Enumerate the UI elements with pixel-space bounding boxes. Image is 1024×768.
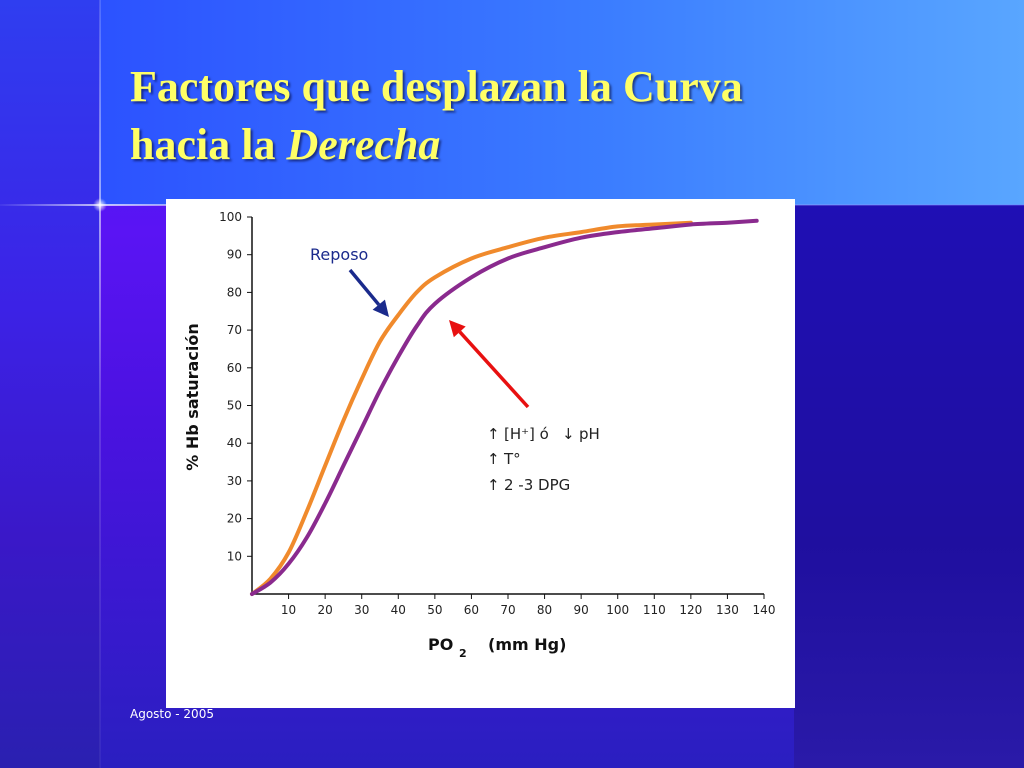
header-band — [100, 0, 1024, 205]
x-tick-label: 80 — [537, 603, 552, 617]
y-ticks: 10 20 30 40 50 60 70 80 90 100 — [219, 210, 252, 563]
left-band — [0, 0, 100, 768]
factor-temperature: ↑ T° — [487, 450, 521, 468]
title-line-2: hacia la Derecha — [130, 116, 930, 174]
title-line-2-prefix: hacia la — [130, 120, 287, 169]
factor-annotations: ↑ [H⁺] ó ↓ pH ↑ T° ↑ 2 -3 DPG — [487, 425, 600, 494]
y-tick-label: 30 — [227, 474, 242, 488]
y-tick-label: 50 — [227, 399, 242, 413]
y-axis-label: % Hb saturación — [183, 323, 202, 470]
title-line-1: Factores que desplazan la Curva — [130, 62, 743, 111]
x-axis-label: PO 2 (mm Hg) — [428, 635, 566, 660]
x-tick-label: 70 — [500, 603, 515, 617]
x-tick-label: 30 — [354, 603, 369, 617]
sparkle-decoration — [93, 198, 107, 212]
x-axis-label-sub: 2 — [459, 647, 467, 660]
slide-title: Factores que desplazan la Curva hacia la… — [130, 58, 930, 174]
shifted-curve — [250, 218, 759, 596]
shift-arrow-shaft — [458, 330, 530, 409]
chart-axes — [251, 217, 764, 595]
factor-dpg-text: 2 -3 DPG — [504, 476, 570, 494]
x-tick-label: 100 — [606, 603, 629, 617]
vertical-divider — [99, 0, 101, 768]
x-tick-label: 60 — [464, 603, 479, 617]
x-tick-label: 110 — [643, 603, 666, 617]
y-tick-label: 90 — [227, 248, 242, 262]
reposo-label: Reposo — [310, 245, 368, 264]
y-tick-label: 20 — [227, 512, 242, 526]
factor-temp-text: T° — [503, 450, 521, 468]
oxygen-dissociation-chart: 10 20 30 40 50 60 70 80 90 100 10 20 30 40 50 60 70 80 90… — [183, 210, 776, 660]
curves — [250, 218, 759, 596]
shift-arrow — [449, 320, 530, 409]
x-axis-label-units: (mm Hg) — [488, 635, 566, 654]
annotation-arrows — [348, 268, 530, 409]
shift-arrow-head — [449, 320, 466, 338]
reposo-arrow-head — [372, 299, 389, 317]
x-tick-label: 90 — [574, 603, 589, 617]
x-ticks: 10 20 30 40 50 60 70 80 90 100 110 120 130 140 — [281, 594, 776, 617]
factor-ph-text: pH — [579, 425, 600, 443]
chart-panel: 10 20 30 40 50 60 70 80 90 100 10 20 30 40 50 60 70 80 90… — [166, 199, 795, 708]
y-tick-label: 100 — [219, 210, 242, 224]
y-tick-label: 60 — [227, 361, 242, 375]
x-tick-label: 130 — [716, 603, 739, 617]
factor-dpg: ↑ 2 -3 DPG — [487, 476, 570, 494]
y-tick-label: 70 — [227, 323, 242, 337]
x-tick-label: 50 — [427, 603, 442, 617]
factor-ph-down-arrow: ↓ — [562, 425, 575, 443]
reposo-curve — [250, 220, 693, 596]
factor-h-ph: ↑ [H⁺] ó ↓ pH — [487, 425, 600, 443]
title-emphasis: Derecha — [286, 120, 441, 169]
x-axis-label-main: PO — [428, 635, 453, 654]
factor-h-text: [H⁺] ó — [504, 425, 549, 443]
factor-temp-up-arrow: ↑ — [487, 450, 500, 468]
x-tick-label: 40 — [391, 603, 406, 617]
footer-date: Agosto - 2005 — [130, 707, 214, 721]
right-band — [794, 205, 1024, 768]
factor-h-up-arrow: ↑ — [487, 425, 500, 443]
x-tick-label: 10 — [281, 603, 296, 617]
x-tick-label: 140 — [753, 603, 776, 617]
x-tick-label: 20 — [318, 603, 333, 617]
y-tick-label: 40 — [227, 436, 242, 450]
factor-dpg-up-arrow: ↑ — [487, 476, 500, 494]
y-tick-label: 80 — [227, 285, 242, 299]
y-tick-label: 10 — [227, 549, 242, 563]
x-tick-label: 120 — [679, 603, 702, 617]
reposo-arrow — [348, 268, 389, 317]
reposo-arrow-shaft — [348, 268, 381, 306]
